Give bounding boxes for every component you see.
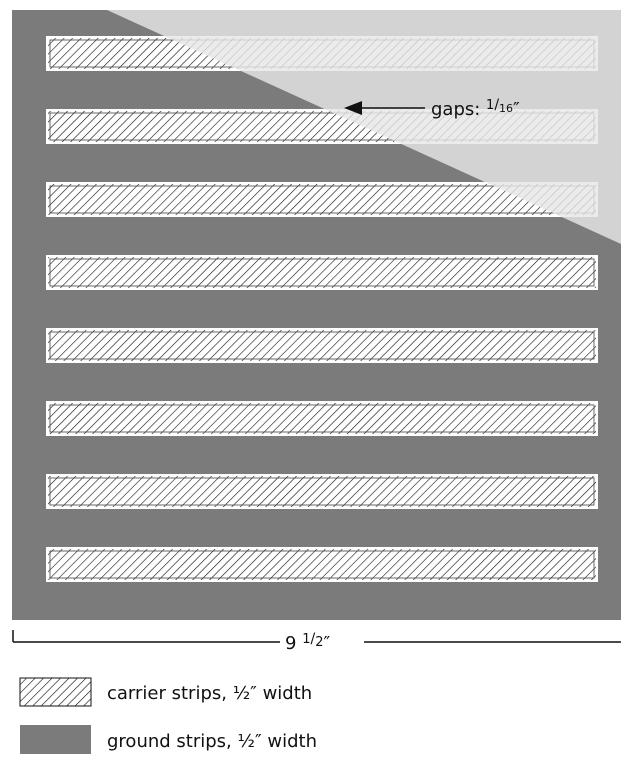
carrier-strip-inner-border [49, 404, 595, 433]
carrier-strip [46, 255, 598, 290]
carrier-strip-inner-border [49, 477, 595, 506]
carrier-strip [46, 474, 598, 509]
carrier-strip-inner-border [49, 331, 595, 360]
carrier-strip-inner-border [49, 258, 595, 287]
carrier-strip [46, 328, 598, 363]
carrier-strip [46, 401, 598, 436]
carrier-strip [46, 547, 598, 582]
legend-carrier-label: carrier strips, ½″ width [107, 683, 312, 704]
gap-label: gaps: 1/16″ [431, 97, 520, 120]
width-dimension-label: 9 1/2″ [285, 631, 330, 654]
width-dimension: 9 1/2″ [12, 630, 621, 654]
legend-ground-label: ground strips, ½″ width [107, 731, 317, 752]
overlay-wedge [107, 10, 621, 244]
carrier-strip-inner-border [49, 550, 595, 579]
gap-arrow [344, 101, 425, 115]
legend-carrier-swatch [19, 677, 92, 707]
legend-ground-swatch [20, 725, 91, 754]
legend: carrier strips, ½″ width ground strips, … [19, 677, 317, 754]
